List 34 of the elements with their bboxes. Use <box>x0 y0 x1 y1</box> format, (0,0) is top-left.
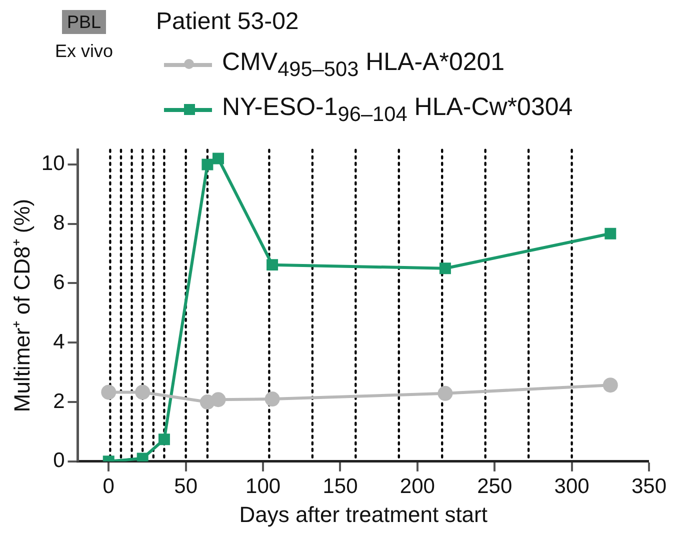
point <box>210 392 226 408</box>
x-tick-label: 200 <box>400 474 435 498</box>
point <box>135 384 150 400</box>
x-tick-label: 150 <box>322 474 358 498</box>
point <box>438 386 453 401</box>
point <box>602 378 618 393</box>
text: Ex vivo <box>55 41 114 62</box>
point <box>266 259 278 271</box>
point <box>264 392 280 407</box>
y-axis-title: Multimer⁺ of CD8⁺ (%) <box>9 198 34 412</box>
point <box>158 434 170 446</box>
chart-title: Patient 53-02 <box>156 8 299 36</box>
y-tick-label: 6 <box>53 271 65 294</box>
legend-label: CMV$_{495–503}$ HLA-A*0201 <box>222 48 505 82</box>
point <box>604 228 616 240</box>
x-tick-label: 350 <box>631 474 667 498</box>
legend-label: NY-ESO-1$_{96–104}$ HLA-Cw*0304 <box>222 92 573 126</box>
point <box>136 452 148 462</box>
x-tick-label: 250 <box>477 474 512 498</box>
y-tick-label: 2 <box>53 390 65 413</box>
x-tick-label: 0 <box>102 474 114 498</box>
y-tick-label: 10 <box>41 152 65 176</box>
point <box>439 262 451 274</box>
x-tick-label: 50 <box>174 474 198 498</box>
y-tick-label: 4 <box>53 330 66 354</box>
point <box>202 158 214 170</box>
y-tick-label: 8 <box>53 212 65 235</box>
x-tick-label: 100 <box>246 474 281 498</box>
text: PBL <box>62 10 106 34</box>
point <box>212 152 224 164</box>
x-axis-title: Days after treatment start <box>239 502 488 527</box>
point <box>101 384 116 400</box>
y-tick-label: 0 <box>53 449 65 472</box>
x-tick-label: 300 <box>554 474 590 498</box>
